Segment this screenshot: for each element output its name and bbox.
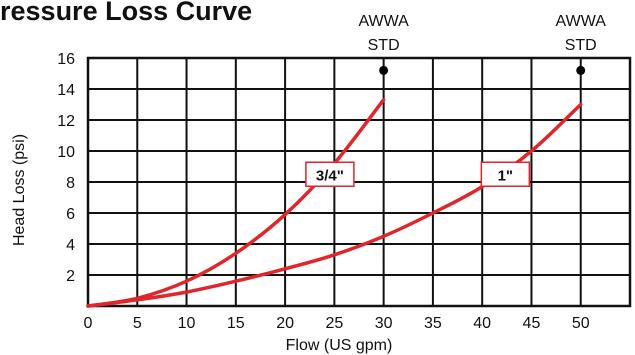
series-label-one-inch: 1"	[480, 161, 531, 187]
x-axis-label: Flow (US gpm)	[286, 337, 393, 354]
grid-layer	[86, 56, 632, 308]
x-tick-label: 20	[276, 315, 294, 332]
y-axis-label: Head Loss (psi)	[11, 134, 28, 246]
series-label-text: 1"	[498, 167, 513, 184]
x-tick-label: 30	[375, 315, 393, 332]
x-tick-label: 50	[572, 315, 590, 332]
annotation-layer: AWWA STD AWWA STD	[358, 13, 606, 75]
x-tick-label: 0	[84, 315, 93, 332]
series-label-box	[305, 161, 355, 187]
awwa-std-annotation: AWWA STD	[358, 13, 409, 75]
tick-layer: 0 5 10 15 20 25 30 35 40 45 50 2 4 6 8 10 12 14 16	[57, 51, 590, 332]
series-label-box	[480, 161, 531, 187]
series-label-text: 3/4"	[316, 167, 344, 184]
awwa-std-marker	[379, 65, 389, 75]
y-tick-label: 6	[66, 206, 75, 223]
x-tick-label: 35	[424, 315, 442, 332]
x-tick-label: 25	[325, 315, 343, 332]
annotation-line-1: AWWA	[556, 13, 607, 30]
y-tick-label: 14	[57, 82, 75, 99]
x-tick-label: 45	[523, 315, 541, 332]
series-label-three-quarter: 3/4"	[305, 161, 355, 187]
awwa-std-annotation: AWWA STD	[556, 13, 607, 75]
x-tick-label: 10	[178, 315, 196, 332]
awwa-std-marker	[576, 65, 586, 75]
x-tick-label: 5	[133, 315, 142, 332]
x-tick-label: 40	[473, 315, 491, 332]
annotation-line-1: AWWA	[358, 13, 409, 30]
y-tick-label: 10	[57, 144, 75, 161]
y-tick-label: 2	[66, 268, 75, 285]
y-tick-label: 8	[66, 175, 75, 192]
y-tick-label: 12	[57, 113, 75, 130]
chart-title: Pressure Loss Curve	[0, 0, 252, 26]
annotation-line-2: STD	[368, 37, 400, 54]
y-tick-label: 16	[57, 51, 75, 68]
curve-layer: 3/4" 1"	[86, 98, 583, 308]
y-tick-label: 4	[66, 237, 75, 254]
x-tick-label: 15	[227, 315, 245, 332]
annotation-line-2: STD	[565, 37, 597, 54]
